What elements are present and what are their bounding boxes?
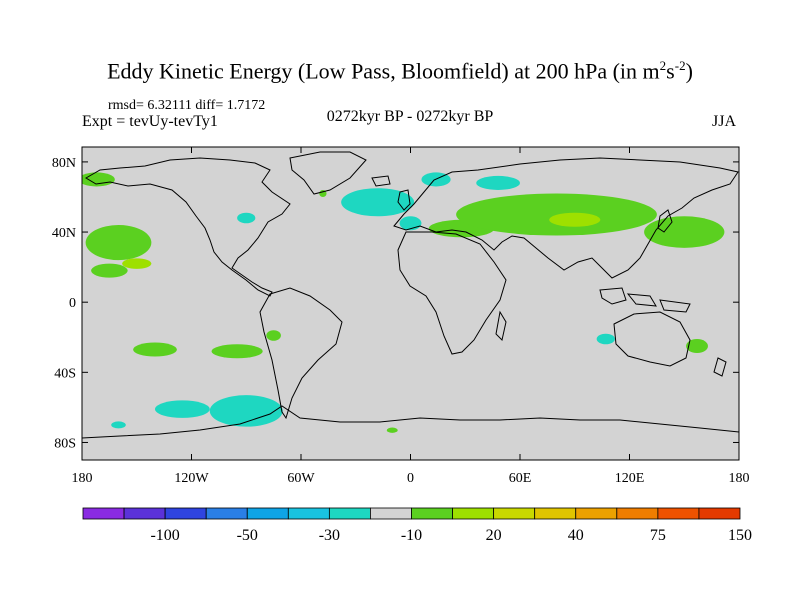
axis-ticks: 80N 40N 0 40S 80S 180 120W 60W 0 60E 120E 180 xyxy=(52,147,750,486)
colorbar-swatch xyxy=(164,507,207,520)
anomaly-region xyxy=(476,175,520,190)
anomaly-region xyxy=(237,212,256,224)
lat-tick-label: 80S xyxy=(54,436,76,451)
anomaly-region xyxy=(266,330,281,341)
lon-tick-label: 60W xyxy=(287,471,315,486)
lat-tick-label: 80N xyxy=(52,156,76,171)
colorbar-label: 20 xyxy=(486,527,502,544)
anomaly-region xyxy=(686,339,708,354)
colorbar-swatch xyxy=(616,507,659,520)
colorbar-swatch xyxy=(205,507,248,520)
colorbar-swatch xyxy=(287,507,330,520)
colorbar-label: 150 xyxy=(728,527,752,544)
anomaly-region xyxy=(122,258,152,269)
anomaly-region xyxy=(341,188,415,217)
anomaly-region xyxy=(399,216,422,231)
colorbar-swatch xyxy=(575,507,618,520)
colorbar: -100 -50 -30 -10 20 40 75 150 xyxy=(82,507,752,544)
colorbar-swatch xyxy=(698,507,741,520)
anomaly-region xyxy=(386,427,398,433)
anomaly-regions xyxy=(82,172,725,433)
colorbar-label: 75 xyxy=(650,527,666,544)
anomaly-region xyxy=(155,400,210,418)
lat-tick-label: 0 xyxy=(69,296,76,311)
colorbar-swatch xyxy=(657,507,700,520)
colorbar-label: -10 xyxy=(401,527,422,544)
lon-tick-label: 60E xyxy=(509,471,532,486)
lon-tick-label: 180 xyxy=(729,471,750,486)
anomaly-region xyxy=(111,421,126,429)
anomaly-region xyxy=(209,395,283,427)
lon-tick-label: 180 xyxy=(72,471,93,486)
colorbar-swatch xyxy=(123,507,166,520)
season-label: JJA xyxy=(712,113,737,130)
colorbar-swatch xyxy=(82,507,125,520)
colorbar-swatch xyxy=(452,507,495,520)
colorbar-label: -50 xyxy=(237,527,258,544)
anomaly-region xyxy=(211,344,263,359)
experiment-label: Expt = tevUy-tevTy1 xyxy=(82,113,218,130)
anomaly-region xyxy=(644,216,725,248)
coastlines xyxy=(82,151,739,460)
colorbar-label: -100 xyxy=(150,527,179,544)
anomaly-region xyxy=(596,333,615,345)
colorbar-swatch xyxy=(411,507,453,520)
colorbar-swatch xyxy=(246,507,289,520)
lat-tick-label: 40N xyxy=(52,226,76,241)
lon-tick-label: 120E xyxy=(615,471,645,486)
anomaly-region xyxy=(85,225,152,261)
colorbar-swatch xyxy=(370,507,412,520)
colorbar-label: -30 xyxy=(319,527,340,544)
anomaly-region xyxy=(133,342,177,357)
period-label: 0272kyr BP - 0272kyr BP xyxy=(326,108,494,125)
colorbar-swatch xyxy=(328,507,371,520)
lat-tick-label: 40S xyxy=(54,366,76,381)
colorbar-swatch xyxy=(534,507,577,520)
plot-title: Eddy Kinetic Energy (Low Pass, Bloomfiel… xyxy=(107,58,693,84)
lon-tick-label: 120W xyxy=(174,471,209,486)
colorbar-label: 40 xyxy=(568,527,584,544)
colorbar-swatch xyxy=(493,507,536,520)
lon-tick-label: 0 xyxy=(407,471,414,486)
stats-text: rmsd= 6.32111 diff= 1.7172 xyxy=(108,98,266,113)
anomaly-region xyxy=(91,263,128,278)
anomaly-region xyxy=(549,212,601,227)
anomaly-region xyxy=(456,193,657,236)
